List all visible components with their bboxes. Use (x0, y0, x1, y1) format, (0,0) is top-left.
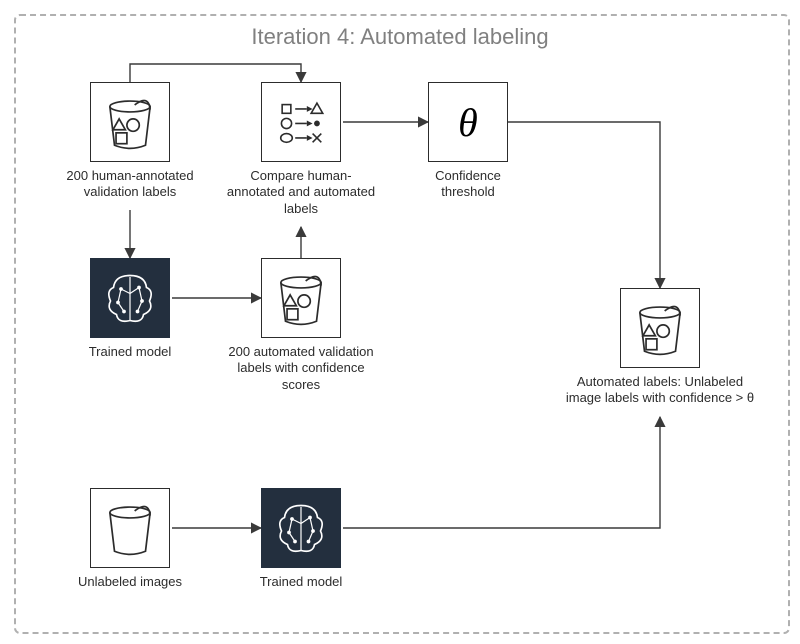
diagram-title: Iteration 4: Automated labeling (0, 24, 800, 50)
bucket-shapes-icon (90, 82, 170, 162)
brain-icon (90, 258, 170, 338)
node-label: Unlabeled images (60, 574, 200, 590)
node-label: Compare human-annotated and automated la… (226, 168, 376, 217)
node-label: Automated labels: Unlabeled image labels… (560, 374, 760, 407)
node-autoLabelsOut: Automated labels: Unlabeled image labels… (560, 288, 760, 407)
node-label: Trained model (226, 574, 376, 590)
node-trainedModel1: Trained model (60, 258, 200, 360)
node-humanLabels: 200 human-annotated validation labels (60, 82, 200, 201)
diagram-canvas: Iteration 4: Automated labeling 200 huma… (0, 0, 800, 644)
node-label: Confidence threshold (408, 168, 528, 201)
brain-icon (261, 488, 341, 568)
node-trainedModel2: Trained model (226, 488, 376, 590)
bucket-shapes-icon (620, 288, 700, 368)
node-label: 200 human-annotated validation labels (60, 168, 200, 201)
node-label: Trained model (60, 344, 200, 360)
node-compare: Compare human-annotated and automated la… (226, 82, 376, 217)
compare-icon (261, 82, 341, 162)
node-autoValidation: 200 automated validation labels with con… (226, 258, 376, 393)
node-threshold: θ Confidence threshold (408, 82, 528, 201)
theta-icon: θ (428, 82, 508, 162)
node-unlabeled: Unlabeled images (60, 488, 200, 590)
bucket-shapes-icon (261, 258, 341, 338)
bucket-plain-icon (90, 488, 170, 568)
node-label: 200 automated validation labels with con… (226, 344, 376, 393)
